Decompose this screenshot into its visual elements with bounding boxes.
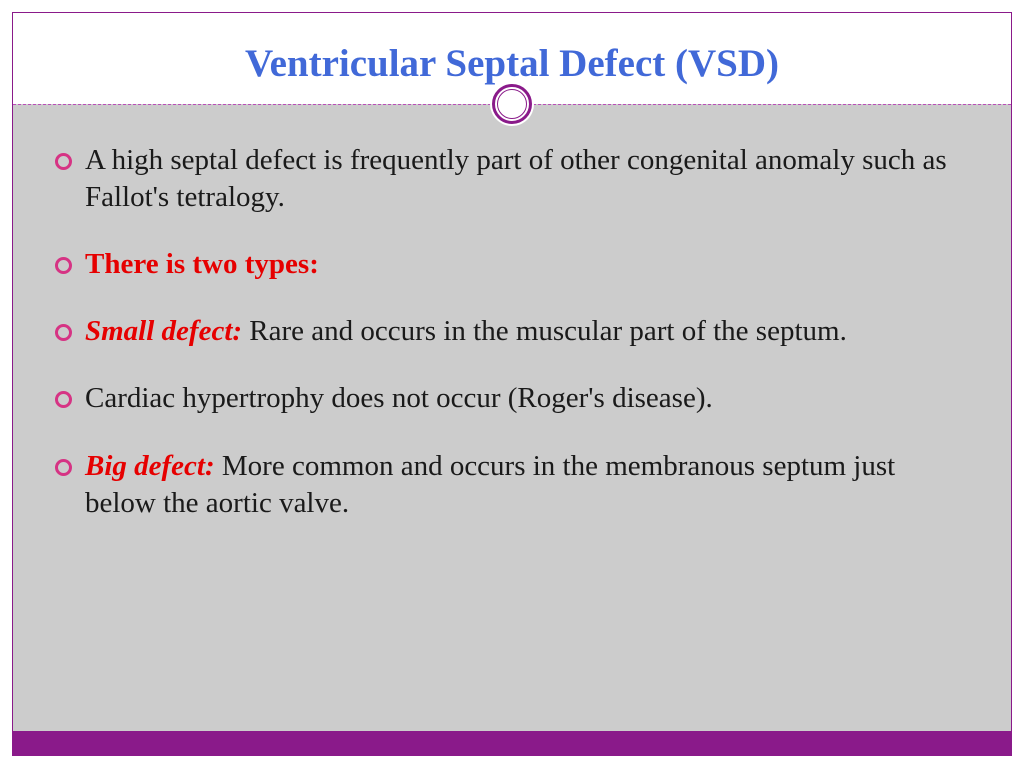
list-item: There is two types: [51, 246, 973, 283]
bullet-prefix: Small defect: [85, 315, 242, 347]
ring-inner [497, 89, 527, 119]
bullet-prefix: Big defect: [85, 450, 215, 482]
list-item: Cardiac hypertrophy does not occur (Roge… [51, 380, 973, 417]
slide-content: A high septal defect is frequently part … [13, 104, 1011, 731]
ring-outer [492, 84, 532, 124]
bullet-list: A high septal defect is frequently part … [51, 142, 973, 522]
slide-container: Ventricular Septal Defect (VSD) A high s… [12, 12, 1012, 756]
circle-ornament [490, 82, 534, 126]
bottom-bar [13, 731, 1011, 755]
bullet-text: Cardiac hypertrophy does not occur (Roge… [85, 382, 713, 414]
bullet-prefix: There is two types: [85, 248, 319, 280]
list-item: Small defect: Rare and occurs in the mus… [51, 313, 973, 350]
bullet-text: A high septal defect is frequently part … [85, 144, 947, 213]
slide-title: Ventricular Septal Defect (VSD) [33, 41, 991, 86]
list-item: A high septal defect is frequently part … [51, 142, 973, 216]
bullet-text: Rare and occurs in the muscular part of … [242, 315, 847, 347]
list-item: Big defect: More common and occurs in th… [51, 448, 973, 522]
